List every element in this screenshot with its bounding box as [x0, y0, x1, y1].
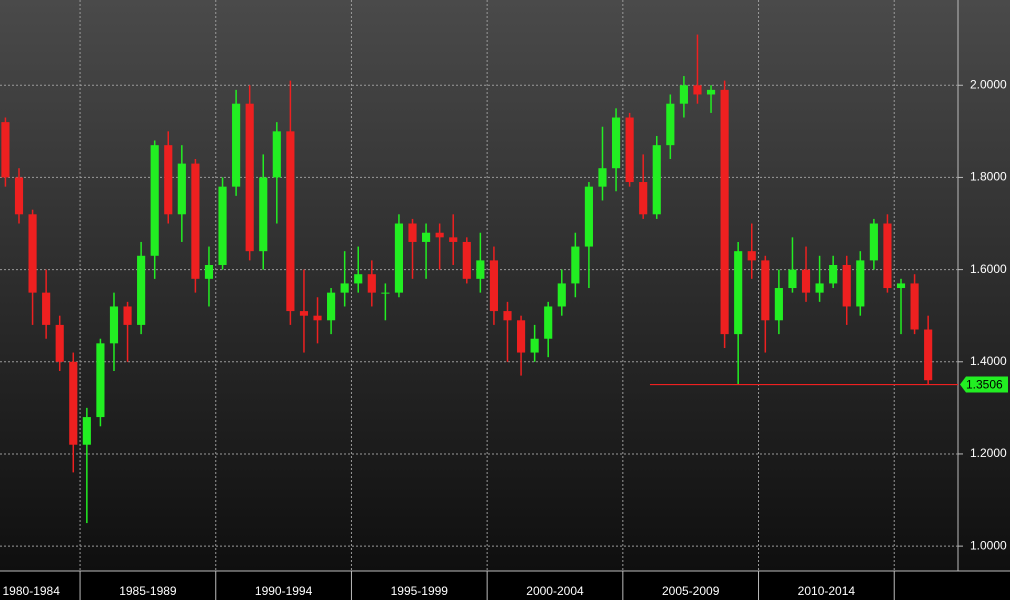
candle-body	[191, 163, 200, 279]
candle-body	[883, 223, 892, 289]
y-tick-label: 1.6000	[970, 262, 1007, 276]
candle-body	[367, 274, 376, 293]
candle-body	[611, 117, 621, 169]
y-tick-label: 2.0000	[970, 77, 1007, 91]
candle-body	[204, 264, 214, 279]
candle-body	[747, 251, 756, 261]
level-label: 1.3506	[966, 378, 1003, 392]
candle-body	[503, 311, 512, 321]
candle-body	[761, 260, 770, 321]
candle-body	[598, 168, 607, 187]
x-axis-band	[0, 571, 1010, 600]
x-tick-label: 1995-1999	[391, 584, 449, 598]
candle-body	[910, 283, 919, 330]
candle-body	[164, 145, 173, 215]
candle-body	[245, 103, 254, 252]
level-label-box	[960, 376, 1008, 393]
y-tick-label: 1.2000	[970, 446, 1007, 460]
candle-body	[557, 283, 566, 307]
candle-body	[774, 288, 783, 321]
candle-body	[720, 89, 729, 335]
candle-body	[666, 103, 675, 146]
candle-body	[856, 260, 865, 307]
y-tick-label: 1.8000	[970, 170, 1007, 184]
x-tick-label: 1980-1984	[3, 584, 61, 598]
candle-body	[462, 241, 471, 279]
candle-body	[734, 251, 743, 335]
candle-body	[232, 103, 241, 187]
candle-body	[584, 186, 593, 247]
candle-body	[408, 223, 417, 242]
candle-body	[150, 145, 159, 256]
candle-body	[96, 343, 105, 418]
candle-body	[137, 255, 146, 325]
candle-body	[842, 264, 851, 307]
candle-body	[476, 260, 485, 279]
candle-body	[299, 311, 309, 316]
candle-body	[123, 306, 132, 325]
candle-body	[544, 306, 553, 339]
candle-body	[42, 292, 51, 325]
candle-body	[801, 269, 811, 293]
candle-body	[924, 329, 933, 381]
candle-body	[896, 283, 906, 289]
candle-body	[340, 283, 349, 293]
x-tick-label: 2005-2009	[662, 584, 720, 598]
candle-body	[82, 417, 91, 445]
candle-body	[28, 214, 37, 293]
y-tick-label: 1.4000	[970, 354, 1007, 368]
candle-body	[422, 232, 431, 242]
candle-body	[815, 283, 824, 293]
candle-body	[449, 237, 458, 242]
candle-body	[571, 246, 580, 284]
candle-body	[679, 85, 688, 104]
candle-body	[516, 320, 526, 353]
candle-body	[489, 260, 498, 312]
candle-body	[706, 89, 716, 95]
candle-body	[109, 306, 119, 344]
x-tick-label: 2010-2014	[798, 584, 856, 598]
candle-body	[530, 338, 539, 353]
x-tick-label: 2000-2004	[526, 584, 584, 598]
candle-body	[381, 292, 390, 294]
candle-body	[652, 145, 661, 215]
y-tick-label: 1.0000	[970, 538, 1007, 552]
candle-body	[69, 361, 78, 445]
candle-body	[313, 315, 322, 321]
candle-body	[869, 223, 878, 261]
candle-body	[177, 163, 186, 215]
candle-body	[354, 274, 363, 284]
candle-body	[14, 177, 24, 215]
candle-body	[272, 131, 281, 178]
candle-body	[435, 232, 444, 238]
candle-body	[286, 131, 295, 312]
candle-body	[55, 324, 64, 362]
candle-body	[259, 177, 268, 252]
candle-body	[394, 223, 404, 293]
x-tick-label: 1990-1994	[255, 584, 313, 598]
candle-body	[1, 122, 10, 178]
candle-body	[788, 269, 797, 289]
candle-body	[327, 292, 336, 321]
candle-body	[639, 182, 648, 215]
candle-body	[625, 117, 634, 183]
x-tick-label: 1985-1989	[119, 584, 177, 598]
candle-body	[829, 264, 838, 284]
candle-body	[693, 85, 702, 95]
candle-body	[218, 186, 227, 265]
